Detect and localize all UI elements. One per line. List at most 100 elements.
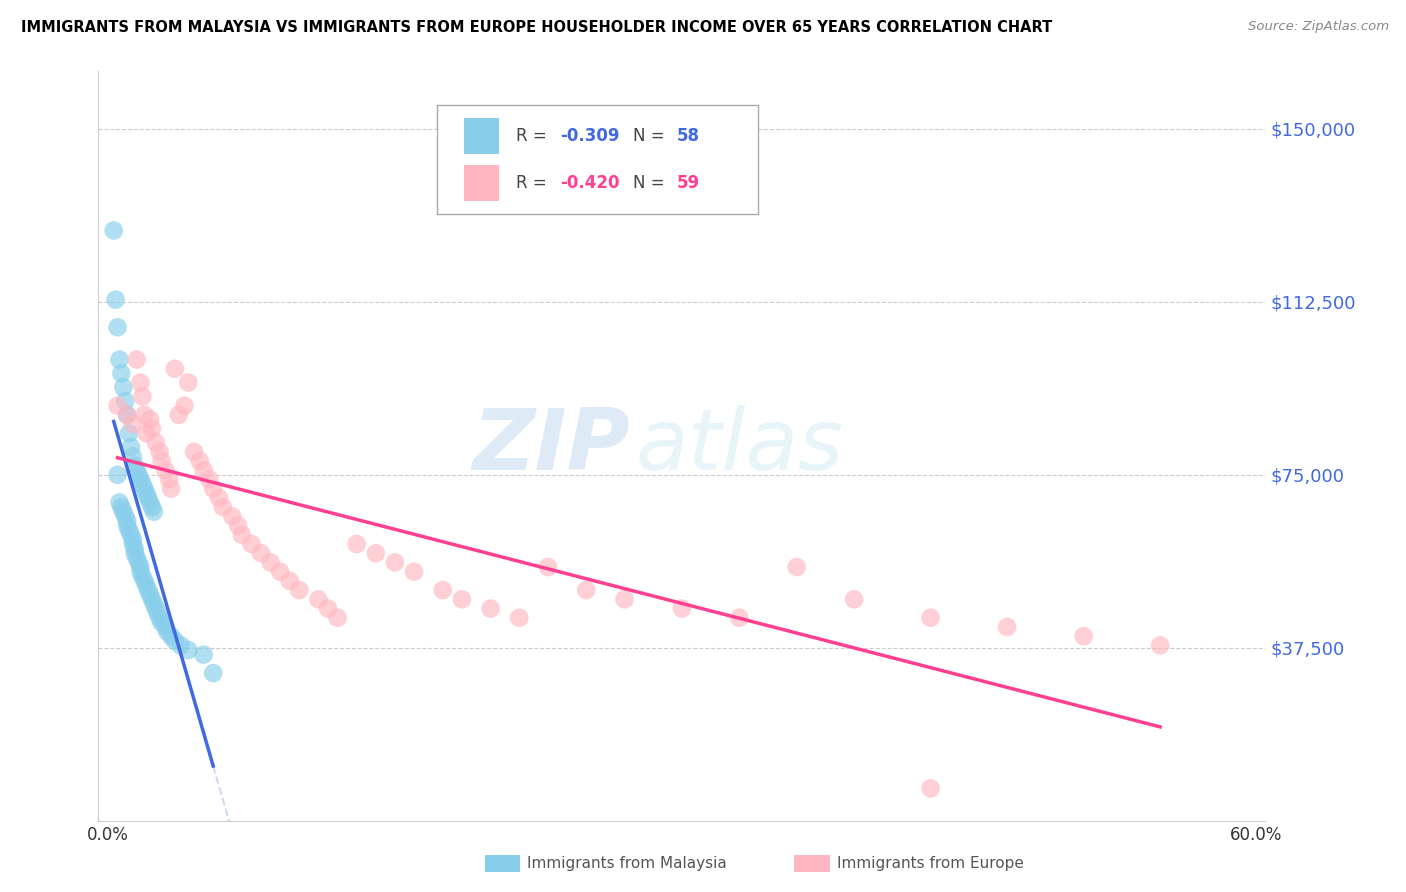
Point	[121, 417, 143, 431]
Point	[575, 583, 598, 598]
Point	[193, 648, 215, 662]
Text: -0.420: -0.420	[561, 174, 620, 192]
Point	[115, 408, 138, 422]
Point	[129, 472, 152, 486]
Text: Immigrants from Europe: Immigrants from Europe	[837, 856, 1024, 871]
FancyBboxPatch shape	[437, 105, 758, 214]
Text: ZIP: ZIP	[472, 404, 630, 488]
Point	[108, 495, 131, 509]
Point	[451, 592, 474, 607]
Point	[177, 643, 200, 657]
Text: N =: N =	[633, 128, 669, 145]
Point	[1149, 639, 1171, 653]
Point	[307, 592, 329, 607]
Point	[115, 514, 138, 528]
Point	[671, 601, 693, 615]
Point	[149, 611, 172, 625]
Point	[160, 482, 183, 496]
Point	[157, 472, 180, 486]
Point	[160, 629, 183, 643]
Point	[150, 615, 173, 630]
Point	[208, 491, 231, 505]
Point	[134, 574, 156, 588]
Point	[920, 611, 942, 625]
Point	[120, 440, 142, 454]
Point	[112, 380, 135, 394]
Point	[170, 639, 193, 653]
Point	[156, 624, 179, 639]
Point	[112, 505, 135, 519]
Point	[920, 781, 942, 796]
Point	[188, 454, 211, 468]
Point	[432, 583, 454, 598]
Point	[145, 601, 167, 615]
Point	[326, 611, 349, 625]
Point	[128, 467, 150, 482]
Point	[136, 491, 159, 505]
Text: Immigrants from Malaysia: Immigrants from Malaysia	[527, 856, 727, 871]
Point	[149, 444, 172, 458]
Point	[259, 556, 281, 570]
Point	[167, 408, 190, 422]
Point	[995, 620, 1018, 634]
Point	[163, 633, 186, 648]
Point	[141, 422, 163, 436]
Point	[121, 450, 143, 464]
Point	[134, 482, 156, 496]
Point	[177, 376, 200, 390]
Point	[1073, 629, 1095, 643]
Text: 58: 58	[678, 128, 700, 145]
Point	[128, 556, 150, 570]
Point	[221, 509, 243, 524]
Point	[124, 546, 146, 560]
Point	[135, 426, 157, 441]
Point	[316, 601, 339, 615]
FancyBboxPatch shape	[464, 165, 499, 201]
Point	[288, 583, 311, 598]
Point	[278, 574, 301, 588]
Point	[104, 293, 127, 307]
Point	[131, 389, 153, 403]
Point	[110, 367, 132, 381]
Point	[202, 666, 225, 681]
Point	[537, 560, 560, 574]
Point	[103, 223, 125, 237]
Point	[114, 509, 136, 524]
Point	[118, 426, 141, 441]
Point	[129, 376, 152, 390]
Point	[135, 486, 157, 500]
Point	[125, 550, 148, 565]
Point	[202, 482, 225, 496]
Point	[231, 528, 253, 542]
Text: -0.309: -0.309	[561, 128, 620, 145]
Point	[183, 444, 205, 458]
Point	[134, 408, 156, 422]
Text: atlas: atlas	[636, 404, 844, 488]
Point	[142, 597, 165, 611]
Point	[346, 537, 368, 551]
Point	[269, 565, 291, 579]
Point	[118, 523, 141, 537]
Point	[384, 556, 406, 570]
Point	[131, 569, 153, 583]
Point	[125, 352, 148, 367]
Point	[211, 500, 233, 514]
Point	[364, 546, 387, 560]
Point	[240, 537, 263, 551]
Point	[131, 477, 153, 491]
Point	[125, 463, 148, 477]
Point	[404, 565, 426, 579]
FancyBboxPatch shape	[464, 118, 499, 154]
Point	[107, 320, 129, 334]
Point	[141, 592, 163, 607]
Point	[141, 500, 163, 514]
Text: Source: ZipAtlas.com: Source: ZipAtlas.com	[1249, 20, 1389, 33]
Point	[146, 606, 169, 620]
Point	[479, 601, 502, 615]
Point	[173, 399, 195, 413]
Point	[508, 611, 530, 625]
Point	[786, 560, 808, 574]
Point	[193, 463, 215, 477]
Point	[124, 458, 146, 473]
Point	[129, 560, 152, 574]
